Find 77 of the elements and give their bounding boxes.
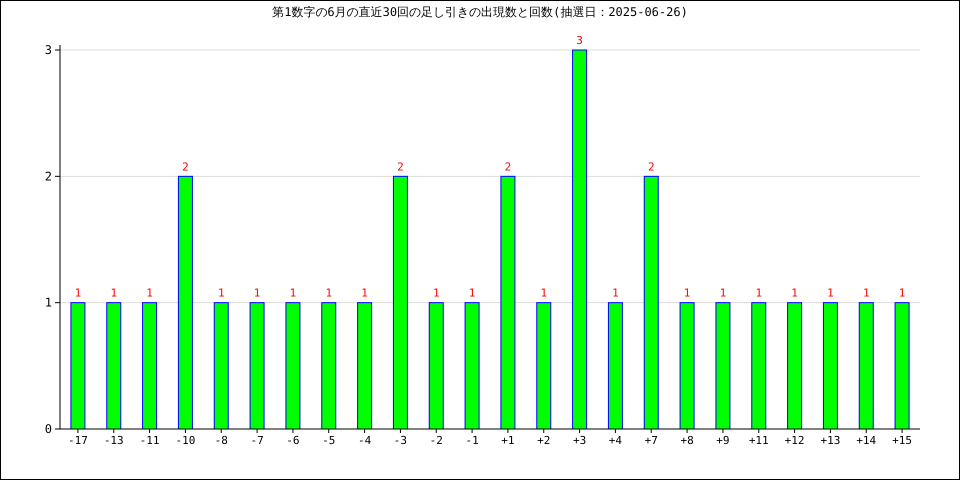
x-tick-label: +11: [748, 434, 769, 447]
x-tick-label: -2: [430, 434, 443, 447]
y-tick-label: 1: [44, 296, 52, 310]
bar: [644, 176, 659, 430]
bar: [70, 302, 86, 430]
bar: [680, 302, 695, 430]
x-tick-label: +7: [644, 434, 658, 447]
data-label: 1: [254, 286, 260, 300]
bar: [428, 302, 444, 430]
bar: [357, 302, 372, 430]
x-tick-label: +4: [608, 434, 622, 447]
data-label: 1: [74, 286, 82, 300]
chart-title: 第1数字の6月の直近30回の足し引きの出現数と回数(抽選日：2025-06-26): [272, 5, 688, 19]
bar: [392, 176, 408, 430]
x-tick-label: -10: [175, 434, 196, 447]
data-label: 1: [827, 286, 834, 300]
bar: [858, 302, 874, 430]
x-tick-label: -5: [322, 434, 336, 447]
x-tick-label: -6: [286, 434, 300, 447]
data-label: 3: [576, 34, 583, 47]
y-tick-label: 0: [44, 422, 52, 436]
data-label: 1: [612, 286, 619, 300]
x-tick-label: -11: [140, 434, 160, 447]
data-label: 1: [146, 286, 153, 300]
x-tick-label: +14: [856, 434, 877, 447]
bar: [572, 50, 588, 430]
data-label: 1: [110, 286, 118, 300]
data-label: 1: [325, 286, 332, 300]
data-label: 1: [684, 286, 690, 300]
bar: [787, 302, 802, 430]
data-label: 1: [361, 286, 368, 300]
bar: [250, 302, 265, 430]
bar: [822, 302, 838, 430]
bar: [608, 302, 623, 430]
x-tick-label: +12: [784, 434, 805, 447]
data-label: 1: [290, 286, 296, 300]
x-tick-label: +2: [537, 434, 550, 447]
x-tick-label: -17: [68, 434, 88, 447]
x-tick-label: -4: [358, 434, 372, 447]
y-tick-label: 3: [44, 43, 52, 57]
data-label: 2: [182, 160, 189, 174]
data-label: 1: [468, 286, 476, 300]
x-tick-label: +1: [501, 434, 515, 447]
data-label: 1: [720, 286, 726, 300]
x-tick-label: +3: [572, 434, 586, 447]
data-label: 1: [755, 286, 762, 300]
x-tick-label: +9: [716, 434, 730, 447]
bar: [715, 302, 730, 430]
y-tick-label: 2: [44, 169, 52, 184]
bar: [106, 302, 122, 430]
bar: [536, 302, 552, 430]
data-label: 1: [791, 286, 798, 300]
data-label: 1: [898, 286, 906, 300]
x-tick-label: +13: [820, 434, 840, 447]
bar: [894, 302, 910, 430]
bar: [285, 302, 300, 430]
bar: [464, 302, 480, 430]
data-label: 2: [648, 160, 655, 174]
x-tick-label: -1: [465, 434, 479, 447]
data-label: 1: [432, 286, 440, 300]
bar: [751, 302, 766, 430]
bar: [214, 302, 229, 430]
data-label: 2: [504, 160, 512, 174]
data-label: 1: [218, 286, 225, 300]
x-tick-label: -7: [250, 434, 264, 447]
x-tick-label: +15: [892, 434, 912, 447]
data-label: 1: [540, 286, 548, 300]
bar: [321, 302, 336, 430]
bar: [142, 302, 158, 430]
x-tick-label: -13: [104, 434, 124, 447]
data-label: 1: [862, 286, 870, 300]
x-tick-label: +8: [680, 434, 694, 447]
data-label: 2: [397, 160, 404, 174]
bar: [500, 176, 516, 430]
x-tick-label: -3: [394, 434, 408, 447]
bar: [178, 176, 193, 430]
x-tick-label: -8: [214, 434, 228, 447]
